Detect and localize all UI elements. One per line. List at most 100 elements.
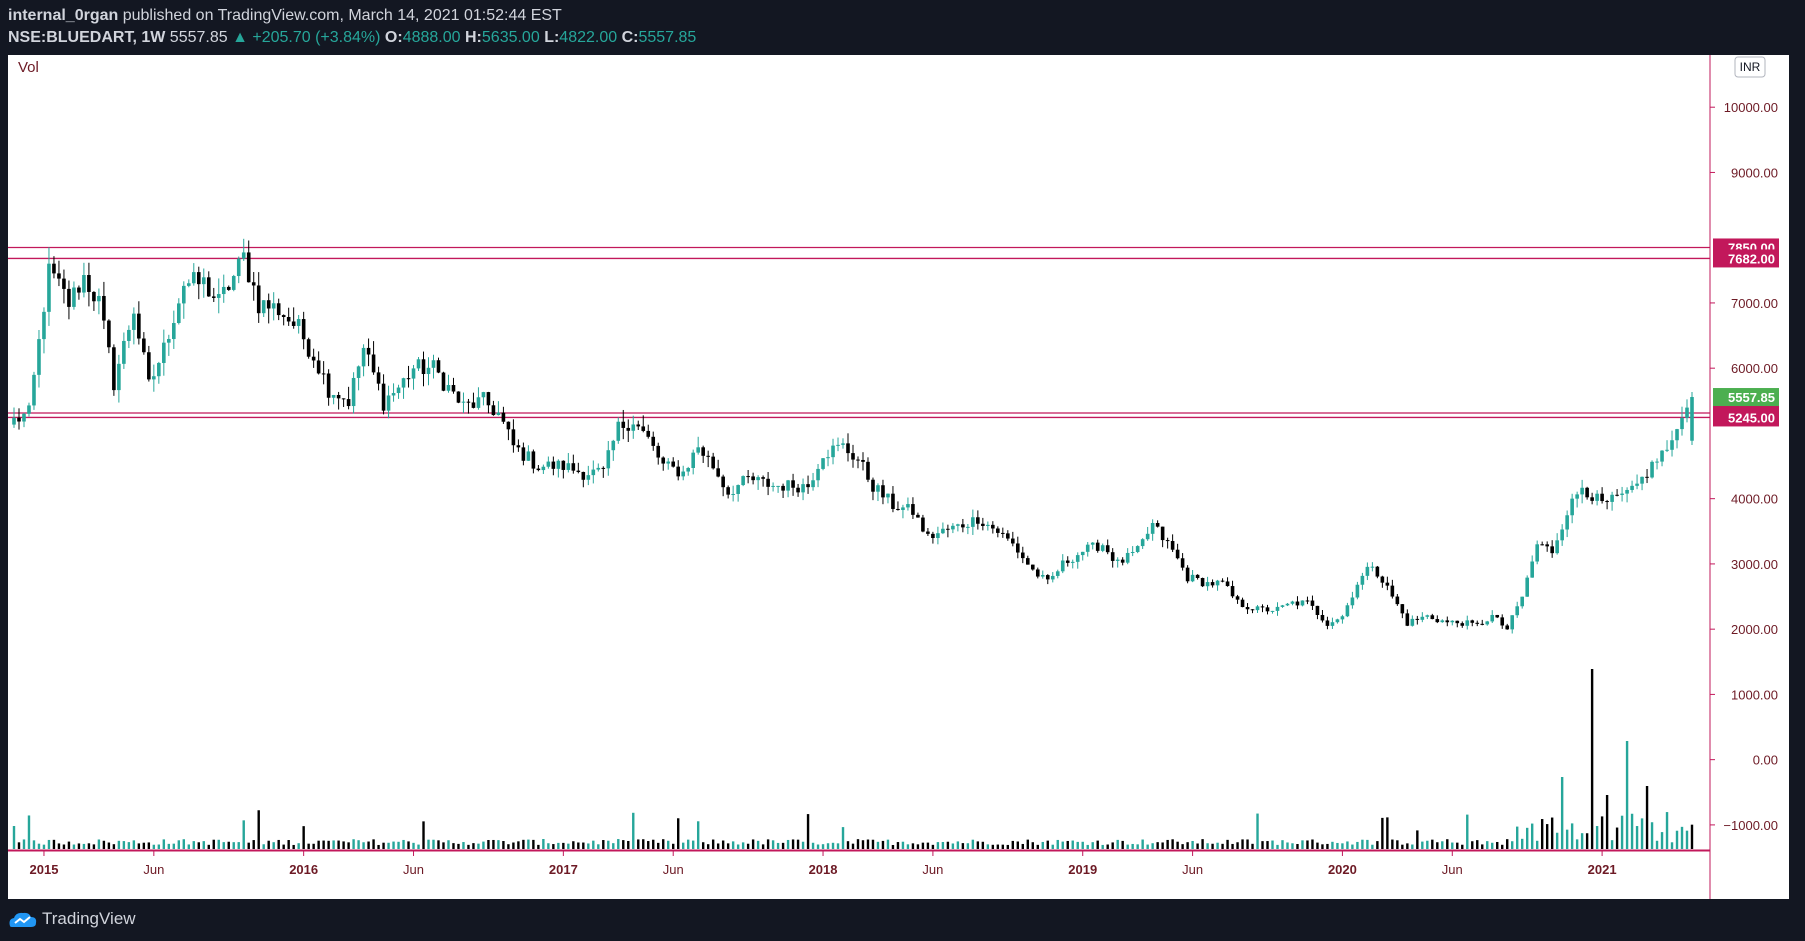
volume-bar	[482, 841, 485, 849]
footer-bar: TradingView	[0, 899, 1805, 941]
symbol-label[interactable]: NSE:BLUEDART, 1W	[8, 29, 166, 46]
candle-body	[1610, 494, 1614, 502]
candle-body	[1385, 582, 1390, 586]
candle-body	[671, 461, 676, 467]
volume-bar	[137, 843, 141, 849]
candle-body	[1680, 417, 1684, 430]
time-tick-label: 2020	[1328, 862, 1357, 877]
volume-bar	[142, 842, 146, 849]
volume-bar	[1031, 842, 1034, 849]
volume-bar	[1321, 844, 1324, 849]
volume-bar	[1451, 842, 1454, 849]
volume-bar	[292, 844, 295, 849]
volume-bar	[382, 842, 385, 849]
price-axis[interactable]: INR 10000.00 9000.00 7000.00 6000.00 4000.00…	[1709, 55, 1778, 899]
volume-bar	[97, 839, 101, 849]
candle-body	[656, 445, 661, 458]
candle-body	[1255, 606, 1260, 611]
candle-body	[1590, 497, 1594, 501]
volume-bar	[1111, 842, 1114, 849]
candle-body	[381, 383, 386, 411]
volume-bar	[257, 810, 260, 849]
volume-bar	[1091, 842, 1094, 849]
volume-bar	[1675, 830, 1679, 849]
candle-body	[162, 342, 166, 363]
volume-bar	[1196, 843, 1199, 849]
volume-bar	[821, 844, 825, 849]
candle-body	[97, 295, 101, 302]
volume-bar	[1391, 839, 1394, 849]
volume-bar	[267, 840, 270, 849]
volume-bar	[921, 842, 925, 849]
candle-body	[321, 373, 326, 375]
price-tick-label: 2000.00	[1731, 622, 1778, 637]
volume-bar	[1316, 842, 1319, 849]
candle-body	[1225, 581, 1230, 587]
candle-body	[1635, 483, 1639, 486]
volume-bar	[761, 844, 765, 849]
candle-body	[1320, 615, 1325, 621]
candle-body	[112, 347, 116, 391]
candle-body	[481, 392, 486, 398]
candle-body	[1640, 476, 1644, 484]
volume-bar	[152, 844, 156, 849]
volume-bar	[1281, 840, 1284, 849]
price-chart[interactable]: Vol INR 10000.00 9000.00 7000.00 6000.00 400…	[8, 55, 1789, 899]
candle-body	[22, 413, 26, 422]
volume-bar	[377, 844, 380, 849]
candle-body	[32, 374, 36, 406]
currency-badge[interactable]	[1734, 56, 1766, 78]
candle-body	[726, 487, 730, 495]
volume-bar	[327, 840, 330, 849]
volume-bar	[62, 844, 66, 849]
candle-body	[1070, 561, 1075, 563]
time-tick-label: 2017	[549, 862, 578, 877]
candle-body	[881, 485, 885, 498]
volume-bar	[871, 839, 875, 849]
tradingview-logo-icon[interactable]	[8, 910, 38, 930]
candle-body	[886, 493, 890, 498]
candle-body	[177, 303, 181, 324]
author-name[interactable]: internal_0rgan	[8, 7, 119, 24]
chart-pane[interactable]: Vol INR 10000.00 9000.00 7000.00 6000.00 400…	[8, 55, 1789, 899]
close-value: 5557.85	[638, 29, 697, 46]
volume-bar	[342, 841, 345, 849]
candle-body	[1170, 541, 1175, 550]
volume-bar	[991, 844, 995, 849]
volume-bar	[916, 844, 920, 849]
volume-bar	[487, 839, 490, 849]
candle-body	[991, 524, 995, 529]
volume-bar	[312, 843, 315, 849]
candle-body	[926, 531, 930, 534]
candle-body	[1550, 546, 1554, 554]
candle-body	[1630, 485, 1634, 490]
volume-bar	[652, 839, 655, 849]
volume-bar	[946, 841, 950, 849]
candle-body	[1340, 616, 1345, 620]
time-axis[interactable]: 2015 Jun 2016 Jun 2017 Jun 2018 Jun 2019 Jun 2020 J…	[8, 850, 1710, 877]
candle-body	[1135, 546, 1140, 553]
candle-body	[591, 469, 596, 476]
candle-body	[1065, 560, 1070, 563]
candle-body	[27, 405, 31, 414]
volume-bar	[632, 812, 635, 849]
candle-body	[102, 295, 106, 321]
volume-bar	[587, 843, 590, 849]
candle-body	[521, 447, 526, 461]
volume-bar	[1186, 842, 1189, 849]
volume-bar	[1296, 844, 1299, 849]
volume-bar	[1016, 841, 1020, 849]
candle-body	[1415, 618, 1420, 620]
volume-bar	[891, 844, 895, 849]
volume-bar	[502, 841, 505, 849]
candle-body	[981, 523, 985, 526]
volume-bar	[302, 826, 305, 849]
footer-brand[interactable]: TradingView	[42, 909, 136, 928]
volume-bar	[412, 842, 415, 849]
candle-body	[491, 405, 496, 416]
price-tick-label: 4000.00	[1731, 492, 1778, 507]
candle-body	[386, 395, 391, 411]
volume-bar	[522, 839, 525, 849]
candle-body	[406, 378, 411, 380]
volume-bar	[57, 843, 61, 849]
